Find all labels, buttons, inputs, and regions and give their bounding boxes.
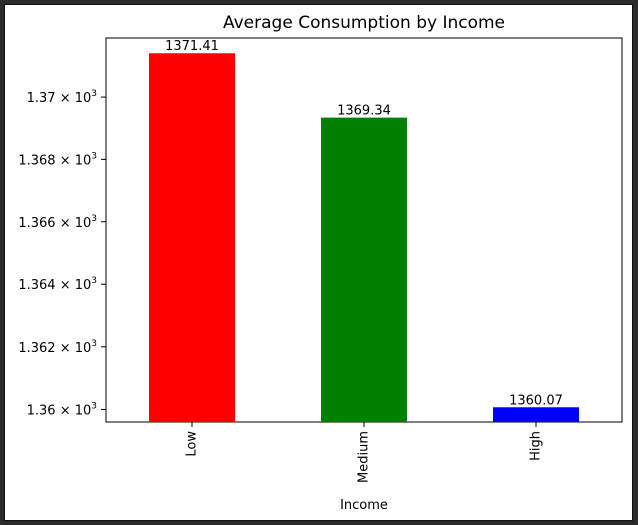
y-tick-label: 1.37 × 103	[27, 89, 97, 106]
bar-low	[149, 53, 235, 423]
y-tick-exponent: 3	[91, 401, 97, 411]
x-axis-label: Income	[340, 498, 388, 513]
y-tick-mantissa: 1.362	[18, 341, 55, 356]
bar-high	[493, 407, 579, 422]
data-label-low: 1371.41	[165, 39, 219, 54]
y-tick-label: 1.368 × 103	[18, 151, 97, 168]
x-axis: Low Medium High	[185, 422, 544, 483]
y-tick-times: × 10	[56, 153, 92, 168]
y-tick-label: 1.364 × 103	[18, 276, 97, 293]
y-tick-exponent: 3	[91, 89, 97, 99]
y-tick-exponent: 3	[91, 151, 97, 161]
y-tick-mantissa: 1.36	[27, 403, 56, 418]
x-tick-label-low: Low	[185, 431, 200, 457]
y-tick-times: × 10	[56, 403, 92, 418]
y-tick-label: 1.362 × 103	[18, 339, 97, 356]
y-tick-times: × 10	[56, 91, 92, 106]
y-tick-mantissa: 1.364	[18, 278, 55, 293]
data-label-medium: 1369.34	[337, 104, 391, 119]
bars-group: 1371.41 1369.34 1360.07	[149, 39, 579, 423]
y-tick-mantissa: 1.37	[27, 91, 56, 106]
y-tick-exponent: 3	[91, 276, 97, 286]
figure-frame	[4, 4, 633, 521]
y-tick-label: 1.366 × 103	[18, 214, 97, 231]
y-tick-exponent: 3	[91, 214, 97, 224]
y-tick-times: × 10	[56, 278, 92, 293]
y-tick-label: 1.36 × 103	[27, 401, 97, 418]
y-tick-times: × 10	[56, 341, 92, 356]
data-label-high: 1360.07	[509, 393, 563, 408]
bar-medium	[321, 117, 407, 423]
y-tick-mantissa: 1.366	[18, 216, 55, 231]
y-tick-exponent: 3	[91, 339, 97, 349]
chart-title: Average Consumption by Income	[223, 13, 505, 33]
x-tick-label-high: High	[529, 431, 544, 461]
y-tick-times: × 10	[56, 216, 92, 231]
y-tick-mantissa: 1.368	[18, 153, 55, 168]
x-tick-label-medium: Medium	[357, 431, 372, 483]
